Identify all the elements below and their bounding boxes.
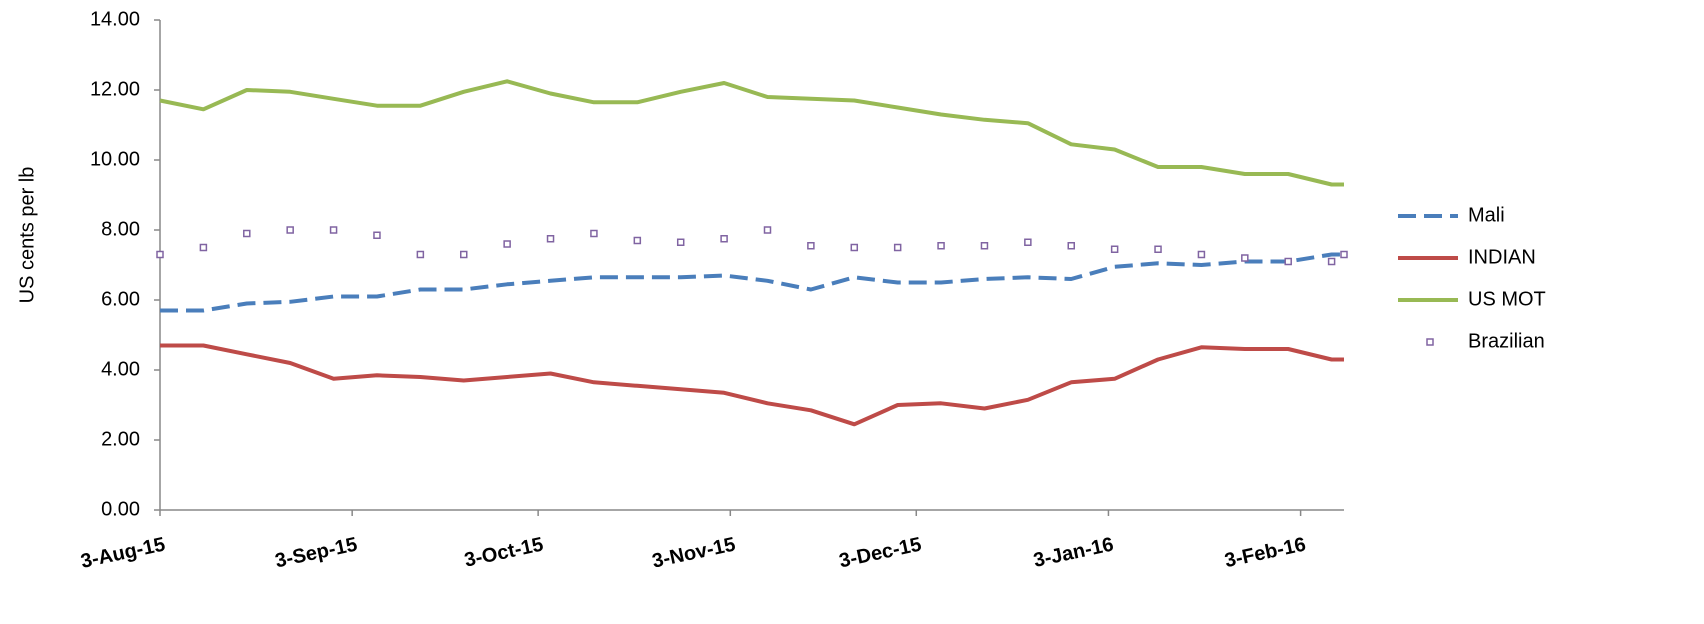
x-tick-label: 3-Aug-15 bbox=[79, 534, 167, 573]
marker bbox=[1284, 257, 1292, 266]
legend-label: Mali bbox=[1468, 204, 1505, 226]
marker bbox=[156, 250, 164, 259]
marker bbox=[1154, 245, 1162, 253]
legend-label: INDIAN bbox=[1468, 246, 1536, 268]
marker bbox=[1067, 242, 1075, 250]
marker bbox=[763, 226, 772, 234]
marker bbox=[633, 236, 642, 245]
y-tick-label: 14.00 bbox=[90, 8, 140, 30]
legend-label: US MOT bbox=[1468, 288, 1546, 310]
marker bbox=[1110, 245, 1119, 253]
marker bbox=[1241, 254, 1249, 262]
y-tick-label: 8.00 bbox=[101, 218, 140, 240]
x-tick-label: 3-Dec-15 bbox=[837, 534, 923, 573]
x-tick-label: 3-Jan-16 bbox=[1032, 534, 1116, 572]
marker bbox=[590, 229, 598, 238]
y-tick-label: 4.00 bbox=[101, 358, 140, 380]
marker bbox=[1024, 238, 1032, 246]
legend-label: Brazilian bbox=[1468, 330, 1545, 352]
marker bbox=[243, 229, 251, 238]
marker bbox=[850, 243, 859, 252]
marker bbox=[720, 235, 728, 243]
marker bbox=[937, 242, 945, 250]
y-tick-label: 6.00 bbox=[101, 288, 140, 310]
x-tick-label: 3-Feb-16 bbox=[1223, 534, 1308, 573]
marker bbox=[373, 231, 381, 239]
marker bbox=[1197, 250, 1206, 259]
marker bbox=[503, 240, 511, 248]
marker bbox=[459, 250, 468, 259]
marker bbox=[286, 226, 294, 234]
marker bbox=[893, 243, 902, 252]
y-tick-label: 2.00 bbox=[101, 428, 140, 450]
legend-marker bbox=[1426, 338, 1434, 346]
marker bbox=[980, 242, 989, 250]
marker bbox=[546, 235, 555, 243]
marker bbox=[199, 243, 208, 252]
marker bbox=[329, 226, 338, 234]
marker bbox=[1327, 257, 1336, 266]
series-line bbox=[160, 343, 1344, 427]
series-line bbox=[160, 252, 1344, 313]
marker bbox=[676, 238, 685, 246]
marker bbox=[416, 250, 425, 259]
x-tick-label: 3-Oct-15 bbox=[462, 534, 545, 572]
marker bbox=[1340, 250, 1348, 259]
y-tick-label: 12.00 bbox=[90, 78, 140, 100]
x-tick-label: 3-Sep-15 bbox=[273, 534, 359, 573]
y-axis-label: US cents per lb bbox=[16, 167, 38, 304]
marker bbox=[807, 242, 815, 250]
x-tick-label: 3-Nov-15 bbox=[650, 534, 737, 573]
series-line bbox=[159, 79, 1344, 187]
y-tick-label: 0.00 bbox=[101, 498, 140, 520]
y-tick-label: 10.00 bbox=[90, 148, 140, 170]
